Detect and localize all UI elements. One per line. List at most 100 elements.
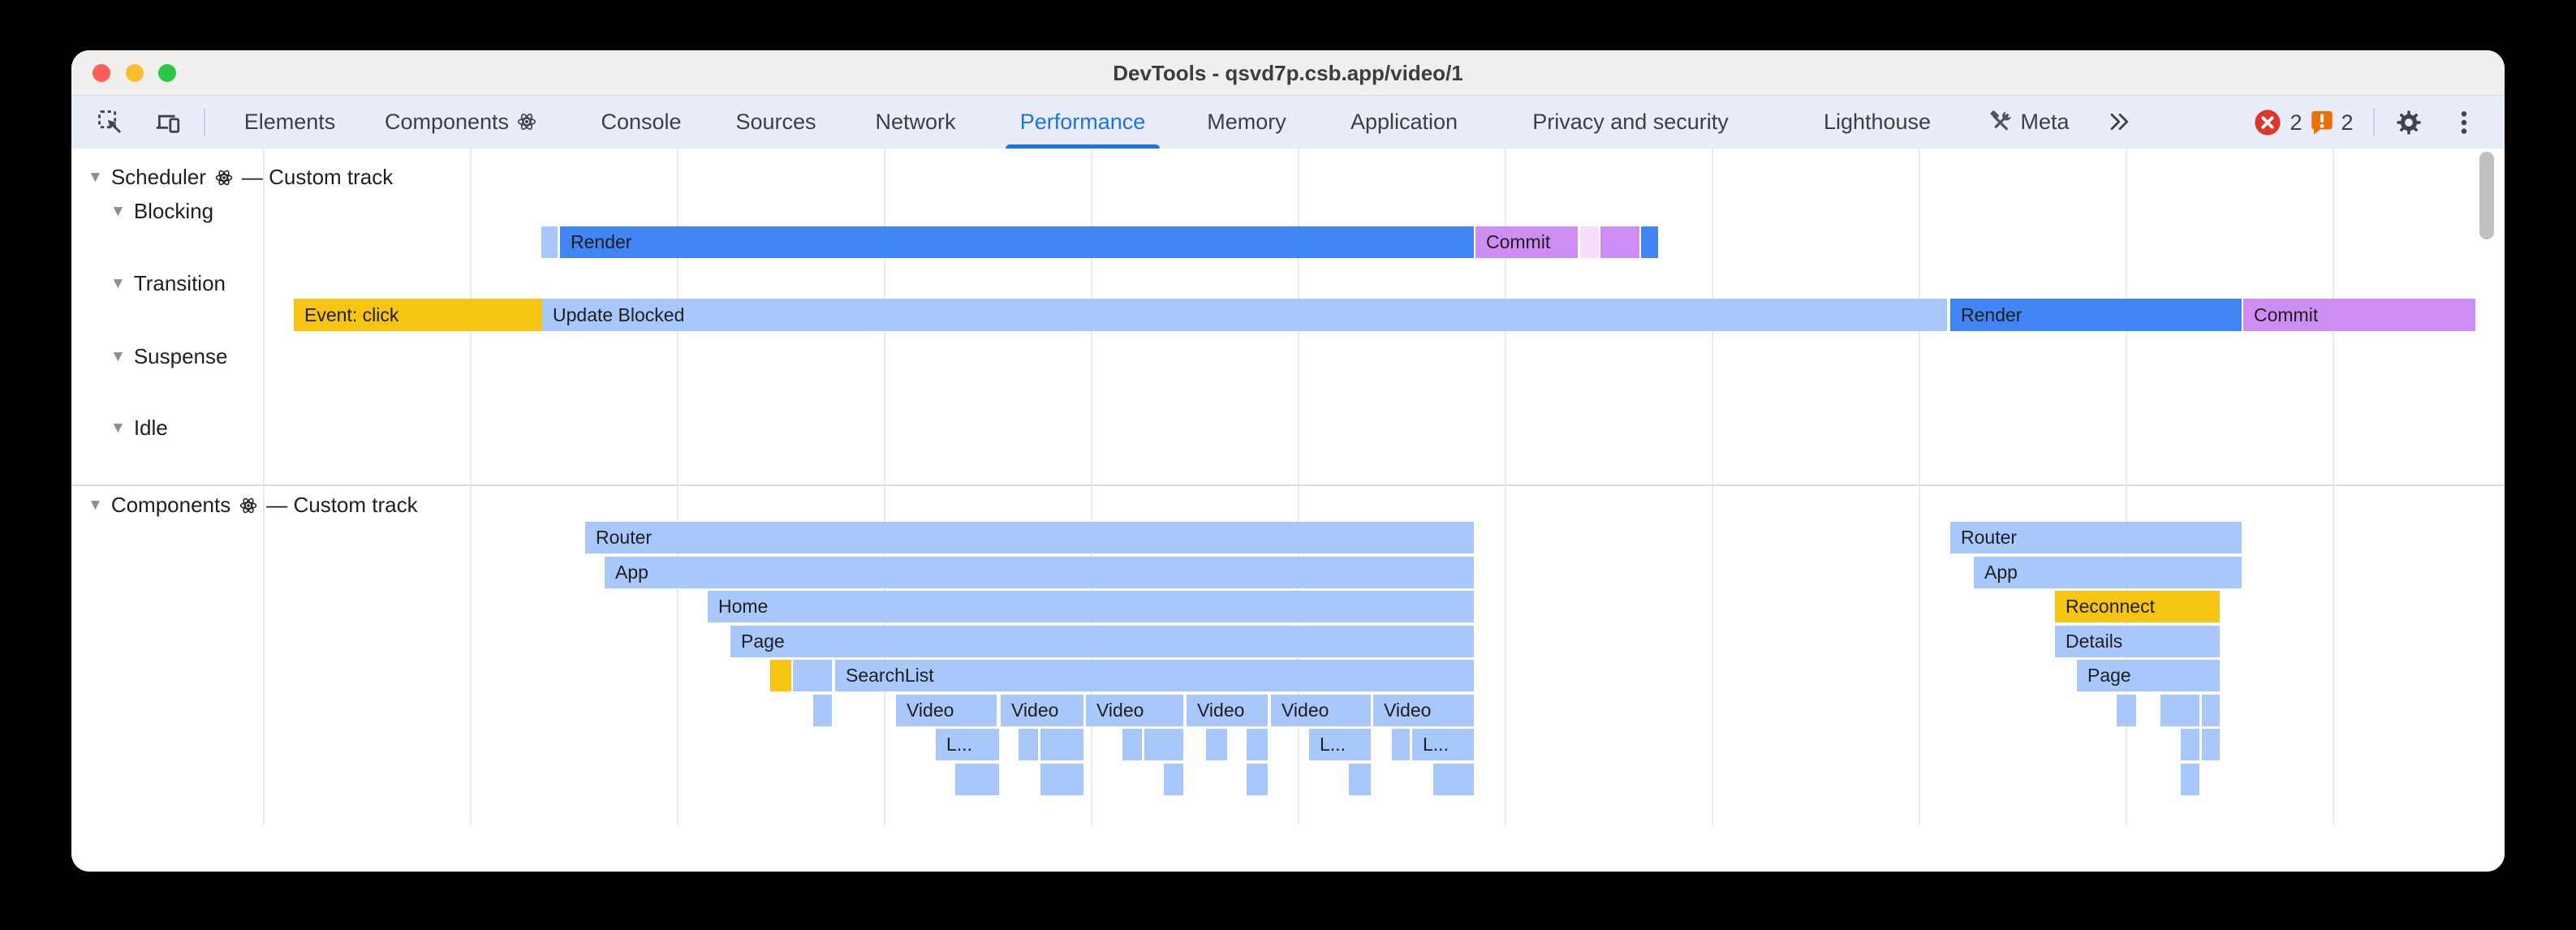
flame-bar[interactable] xyxy=(813,695,832,726)
device-toolbar-icon[interactable] xyxy=(145,96,191,149)
collapse-triangle-icon[interactable]: ▼ xyxy=(110,203,126,220)
flame-bar[interactable] xyxy=(2117,695,2136,726)
collapse-triangle-icon[interactable]: ▼ xyxy=(88,497,103,514)
bar-label: App xyxy=(1984,562,2018,583)
flame-bar[interactable] xyxy=(2202,729,2220,760)
flame-bar[interactable] xyxy=(793,660,832,691)
lane-name: Transition xyxy=(133,271,226,295)
flame-bar[interactable] xyxy=(1040,764,1083,795)
bar-label: Page xyxy=(2087,665,2131,686)
collapse-triangle-icon[interactable]: ▼ xyxy=(88,169,103,186)
flame-bar-app[interactable]: App xyxy=(605,557,1474,588)
flame-bar-router[interactable]: Router xyxy=(585,522,1474,553)
warning-badge-icon[interactable] xyxy=(2308,96,2336,149)
traffic-light-zoom[interactable] xyxy=(158,64,176,82)
flame-bar[interactable] xyxy=(2181,764,2199,795)
flame-bar-details[interactable]: Details xyxy=(2055,626,2220,657)
flame-bar-render[interactable]: Render xyxy=(1950,299,2242,331)
flame-bar[interactable] xyxy=(1392,729,1410,760)
flame-bar-l[interactable]: L... xyxy=(936,729,999,760)
track-header-scheduler[interactable]: ▼ Scheduler — Custom track xyxy=(88,165,393,190)
flame-bar[interactable] xyxy=(1433,764,1474,795)
traffic-light-close[interactable] xyxy=(93,64,110,82)
flame-bar[interactable] xyxy=(1040,729,1083,760)
tab-application[interactable]: Application xyxy=(1350,96,1458,148)
tab-label: Application xyxy=(1350,109,1458,134)
flame-bar-l[interactable]: L... xyxy=(1309,729,1371,760)
flame-bar[interactable] xyxy=(1247,729,1268,760)
flame-bar-app[interactable]: App xyxy=(1974,557,2242,588)
flame-bar-video[interactable]: Video xyxy=(1373,695,1474,726)
collapse-triangle-icon[interactable]: ▼ xyxy=(110,420,126,437)
tab-memory[interactable]: Memory xyxy=(1207,96,1286,148)
tab-sources[interactable]: Sources xyxy=(735,96,816,148)
lane-label-idle[interactable]: ▼ Idle xyxy=(110,415,168,441)
flame-bar[interactable] xyxy=(1641,226,1658,258)
traffic-light-minimize[interactable] xyxy=(125,64,144,82)
flame-bar-reconnect[interactable]: Reconnect xyxy=(2055,591,2220,622)
flame-bar-searchlist[interactable]: SearchList xyxy=(835,660,1474,691)
tab-components[interactable]: Components xyxy=(385,96,537,148)
collapse-triangle-icon[interactable]: ▼ xyxy=(110,348,126,365)
flame-bar-video[interactable]: Video xyxy=(1271,695,1371,726)
track-suffix: — Custom track xyxy=(266,493,418,517)
track-name: Components xyxy=(110,493,231,517)
flame-bar-video[interactable]: Video xyxy=(1187,695,1268,726)
flame-bar-update-blocked[interactable]: Update Blocked xyxy=(542,299,1947,331)
timeline-gridline xyxy=(2333,149,2334,825)
tab-console[interactable]: Console xyxy=(601,96,681,148)
flame-bar[interactable] xyxy=(1019,729,1038,760)
vertical-scrollbar-thumb[interactable] xyxy=(2479,152,2494,239)
flame-bar-event-click[interactable]: Event: click xyxy=(294,299,542,331)
tab-elements[interactable]: Elements xyxy=(244,96,336,148)
flame-bar-router[interactable]: Router xyxy=(1950,522,2242,553)
flame-bar-video[interactable]: Video xyxy=(1086,695,1183,726)
track-header-components[interactable]: ▼ Components — Custom track xyxy=(88,493,418,518)
error-count: 2 xyxy=(2290,110,2302,135)
flame-bar-commit[interactable]: Commit xyxy=(2243,299,2475,331)
flame-bar-render[interactable]: Render xyxy=(560,226,1474,258)
flame-bar[interactable] xyxy=(2202,695,2220,726)
flame-bar[interactable] xyxy=(1206,729,1227,760)
flame-bar[interactable] xyxy=(1122,729,1142,760)
flame-bar-home[interactable]: Home xyxy=(708,591,1474,622)
inspect-element-icon[interactable] xyxy=(88,96,133,149)
flame-bar[interactable] xyxy=(1144,729,1183,760)
lane-label-suspense[interactable]: ▼ Suspense xyxy=(110,344,227,369)
flame-bar[interactable] xyxy=(1580,226,1599,258)
flame-bar[interactable] xyxy=(541,226,558,258)
tab-privacy-and-security[interactable]: Privacy and security xyxy=(1532,96,1729,148)
flame-bar-video[interactable]: Video xyxy=(1001,695,1083,726)
error-badge-icon[interactable] xyxy=(2254,96,2281,149)
flame-bar[interactable] xyxy=(955,764,999,795)
tab-network[interactable]: Network xyxy=(875,96,955,148)
flame-bar[interactable] xyxy=(1600,226,1639,258)
flame-bar-page[interactable]: Page xyxy=(2077,660,2220,691)
more-tabs-icon[interactable] xyxy=(2108,96,2132,148)
flame-bar[interactable] xyxy=(1349,764,1371,795)
tab-lighthouse[interactable]: Lighthouse xyxy=(1824,96,1931,148)
flame-bar-commit[interactable]: Commit xyxy=(1475,226,1578,258)
flame-bar[interactable] xyxy=(2160,695,2199,726)
lane-label-transition[interactable]: ▼ Transition xyxy=(110,271,226,296)
tab-meta[interactable]: Meta xyxy=(1988,96,2070,148)
tab-label: Components xyxy=(384,109,510,134)
flame-bar[interactable] xyxy=(770,660,791,691)
lane-label-blocking[interactable]: ▼ Blocking xyxy=(110,199,213,224)
flame-bar[interactable] xyxy=(1164,764,1183,795)
flame-bar-page[interactable]: Page xyxy=(730,626,1474,657)
tab-label: Elements xyxy=(243,109,336,134)
kebab-menu-icon[interactable] xyxy=(2441,96,2487,149)
devtools-window: DevTools - qsvd7p.csb.app/video/1 Elemen… xyxy=(71,50,2505,872)
flame-bar-video[interactable]: Video xyxy=(896,695,997,726)
bar-label: Page xyxy=(741,631,785,652)
bar-label: Video xyxy=(1096,700,1144,721)
flame-bar[interactable] xyxy=(1247,764,1268,795)
tab-performance[interactable]: Performance xyxy=(1020,96,1146,148)
flame-bar-l[interactable]: L... xyxy=(1412,729,1474,760)
collapse-triangle-icon[interactable]: ▼ xyxy=(110,275,126,292)
atom-icon xyxy=(239,496,258,515)
flame-bar[interactable] xyxy=(2181,729,2199,760)
window-titlebar[interactable]: DevTools - qsvd7p.csb.app/video/1 xyxy=(71,50,2505,96)
settings-gear-icon[interactable] xyxy=(2386,96,2432,149)
